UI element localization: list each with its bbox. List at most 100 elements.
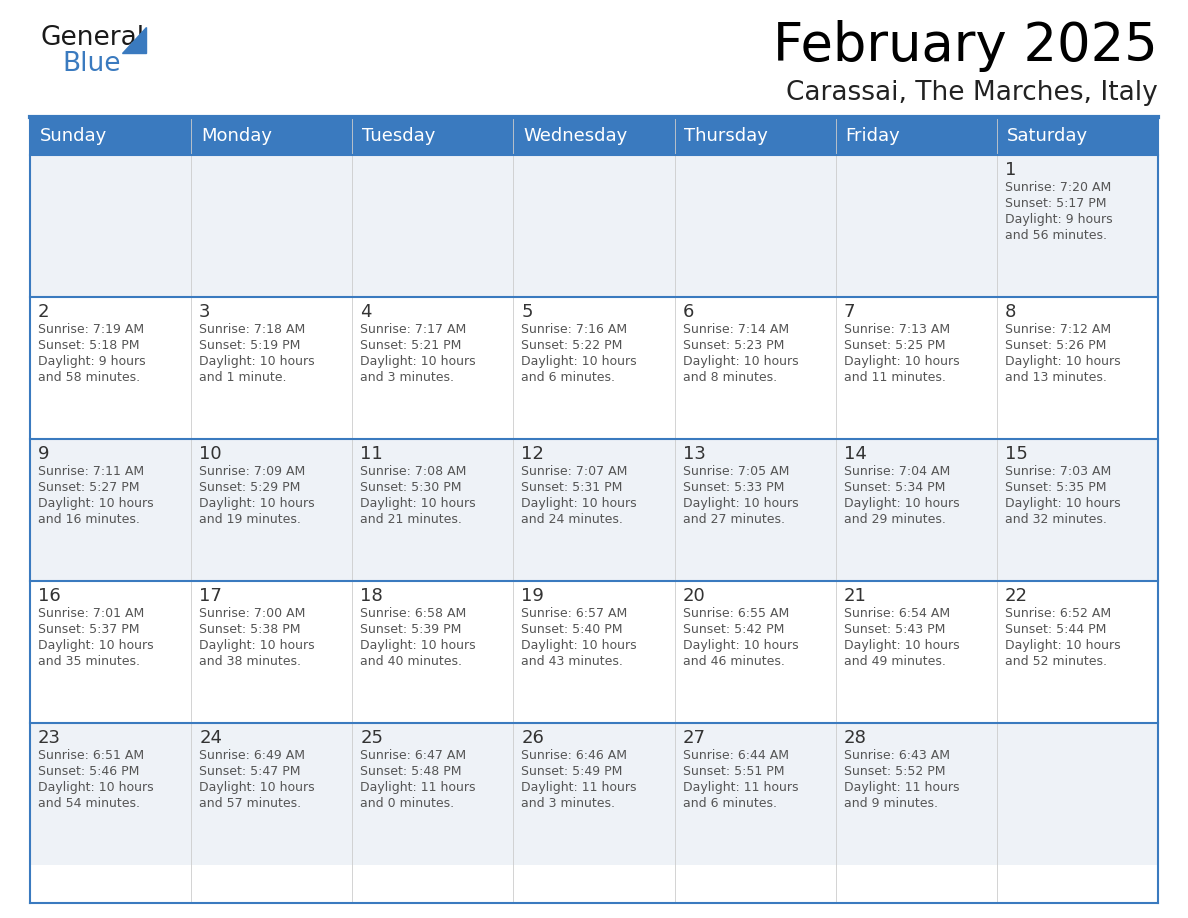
Text: 26: 26 <box>522 729 544 747</box>
Text: Daylight: 10 hours: Daylight: 10 hours <box>200 781 315 794</box>
Text: 4: 4 <box>360 303 372 321</box>
Bar <box>835 117 997 155</box>
Text: Sunrise: 7:13 AM: Sunrise: 7:13 AM <box>843 323 950 336</box>
Text: and 9 minutes.: and 9 minutes. <box>843 797 937 810</box>
Text: Daylight: 10 hours: Daylight: 10 hours <box>683 639 798 652</box>
Bar <box>191 723 353 865</box>
Bar <box>353 155 513 297</box>
Text: Daylight: 11 hours: Daylight: 11 hours <box>522 781 637 794</box>
Bar <box>353 297 513 439</box>
Text: Monday: Monday <box>201 127 272 145</box>
Text: Daylight: 10 hours: Daylight: 10 hours <box>200 639 315 652</box>
Text: Daylight: 10 hours: Daylight: 10 hours <box>360 639 476 652</box>
Text: Daylight: 10 hours: Daylight: 10 hours <box>1005 639 1120 652</box>
Bar <box>997 581 1158 723</box>
Text: Sunrise: 6:51 AM: Sunrise: 6:51 AM <box>38 749 144 762</box>
Text: Daylight: 10 hours: Daylight: 10 hours <box>683 355 798 368</box>
Bar <box>835 439 997 581</box>
Text: Sunset: 5:40 PM: Sunset: 5:40 PM <box>522 623 623 636</box>
Text: and 6 minutes.: and 6 minutes. <box>522 371 615 384</box>
Text: Sunrise: 6:49 AM: Sunrise: 6:49 AM <box>200 749 305 762</box>
Bar <box>675 117 835 155</box>
Bar <box>675 581 835 723</box>
Bar <box>30 297 191 439</box>
Text: Daylight: 10 hours: Daylight: 10 hours <box>522 639 637 652</box>
Text: Sunrise: 6:52 AM: Sunrise: 6:52 AM <box>1005 607 1111 620</box>
Bar <box>191 117 353 155</box>
Text: Daylight: 10 hours: Daylight: 10 hours <box>360 497 476 510</box>
Text: Sunrise: 6:55 AM: Sunrise: 6:55 AM <box>683 607 789 620</box>
Text: 20: 20 <box>683 587 706 605</box>
Bar <box>513 723 675 865</box>
Text: 19: 19 <box>522 587 544 605</box>
Bar <box>353 439 513 581</box>
Bar <box>513 581 675 723</box>
Text: Sunrise: 7:17 AM: Sunrise: 7:17 AM <box>360 323 467 336</box>
Text: 22: 22 <box>1005 587 1028 605</box>
Text: Sunset: 5:19 PM: Sunset: 5:19 PM <box>200 339 301 352</box>
Text: and 54 minutes.: and 54 minutes. <box>38 797 140 810</box>
Text: Sunset: 5:49 PM: Sunset: 5:49 PM <box>522 765 623 778</box>
Text: and 58 minutes.: and 58 minutes. <box>38 371 140 384</box>
Text: Sunset: 5:33 PM: Sunset: 5:33 PM <box>683 481 784 494</box>
Text: and 35 minutes.: and 35 minutes. <box>38 655 140 668</box>
Text: Sunrise: 7:14 AM: Sunrise: 7:14 AM <box>683 323 789 336</box>
Text: Sunset: 5:17 PM: Sunset: 5:17 PM <box>1005 197 1106 210</box>
Text: Sunrise: 7:19 AM: Sunrise: 7:19 AM <box>38 323 144 336</box>
Text: Daylight: 9 hours: Daylight: 9 hours <box>1005 213 1112 226</box>
Text: Sunrise: 7:18 AM: Sunrise: 7:18 AM <box>200 323 305 336</box>
Text: Tuesday: Tuesday <box>362 127 435 145</box>
Text: 6: 6 <box>683 303 694 321</box>
Text: 8: 8 <box>1005 303 1016 321</box>
Bar <box>675 723 835 865</box>
Bar <box>191 581 353 723</box>
Text: 18: 18 <box>360 587 383 605</box>
Text: and 11 minutes.: and 11 minutes. <box>843 371 946 384</box>
Text: Sunset: 5:23 PM: Sunset: 5:23 PM <box>683 339 784 352</box>
Text: February 2025: February 2025 <box>773 20 1158 72</box>
Bar <box>513 439 675 581</box>
Text: Sunrise: 6:57 AM: Sunrise: 6:57 AM <box>522 607 627 620</box>
Text: and 21 minutes.: and 21 minutes. <box>360 513 462 526</box>
Bar <box>835 297 997 439</box>
Text: 21: 21 <box>843 587 866 605</box>
Text: and 6 minutes.: and 6 minutes. <box>683 797 777 810</box>
Text: Daylight: 10 hours: Daylight: 10 hours <box>843 497 960 510</box>
Bar <box>997 155 1158 297</box>
Bar <box>997 723 1158 865</box>
Text: Daylight: 11 hours: Daylight: 11 hours <box>843 781 959 794</box>
Text: and 8 minutes.: and 8 minutes. <box>683 371 777 384</box>
Text: and 1 minute.: and 1 minute. <box>200 371 286 384</box>
Text: and 32 minutes.: and 32 minutes. <box>1005 513 1107 526</box>
Bar <box>353 723 513 865</box>
Text: Daylight: 11 hours: Daylight: 11 hours <box>683 781 798 794</box>
Text: and 46 minutes.: and 46 minutes. <box>683 655 784 668</box>
Text: Sunset: 5:18 PM: Sunset: 5:18 PM <box>38 339 139 352</box>
Text: Sunrise: 7:16 AM: Sunrise: 7:16 AM <box>522 323 627 336</box>
Text: Daylight: 10 hours: Daylight: 10 hours <box>200 355 315 368</box>
Text: 3: 3 <box>200 303 210 321</box>
Text: Sunset: 5:22 PM: Sunset: 5:22 PM <box>522 339 623 352</box>
Text: Sunset: 5:26 PM: Sunset: 5:26 PM <box>1005 339 1106 352</box>
Text: Daylight: 10 hours: Daylight: 10 hours <box>38 497 153 510</box>
Text: Sunrise: 6:44 AM: Sunrise: 6:44 AM <box>683 749 789 762</box>
Bar <box>513 297 675 439</box>
Text: 9: 9 <box>38 445 50 463</box>
Text: and 3 minutes.: and 3 minutes. <box>360 371 454 384</box>
Text: Daylight: 10 hours: Daylight: 10 hours <box>683 497 798 510</box>
Text: and 13 minutes.: and 13 minutes. <box>1005 371 1107 384</box>
Text: Sunset: 5:31 PM: Sunset: 5:31 PM <box>522 481 623 494</box>
Bar <box>675 155 835 297</box>
Text: and 49 minutes.: and 49 minutes. <box>843 655 946 668</box>
Text: Sunrise: 7:01 AM: Sunrise: 7:01 AM <box>38 607 144 620</box>
Text: Thursday: Thursday <box>684 127 769 145</box>
Text: Daylight: 10 hours: Daylight: 10 hours <box>843 639 960 652</box>
Text: Sunset: 5:39 PM: Sunset: 5:39 PM <box>360 623 462 636</box>
Text: 12: 12 <box>522 445 544 463</box>
Bar <box>191 297 353 439</box>
Text: Sunrise: 6:58 AM: Sunrise: 6:58 AM <box>360 607 467 620</box>
Text: 28: 28 <box>843 729 866 747</box>
Text: Sunrise: 7:11 AM: Sunrise: 7:11 AM <box>38 465 144 478</box>
Text: 10: 10 <box>200 445 222 463</box>
Text: Sunset: 5:43 PM: Sunset: 5:43 PM <box>843 623 946 636</box>
